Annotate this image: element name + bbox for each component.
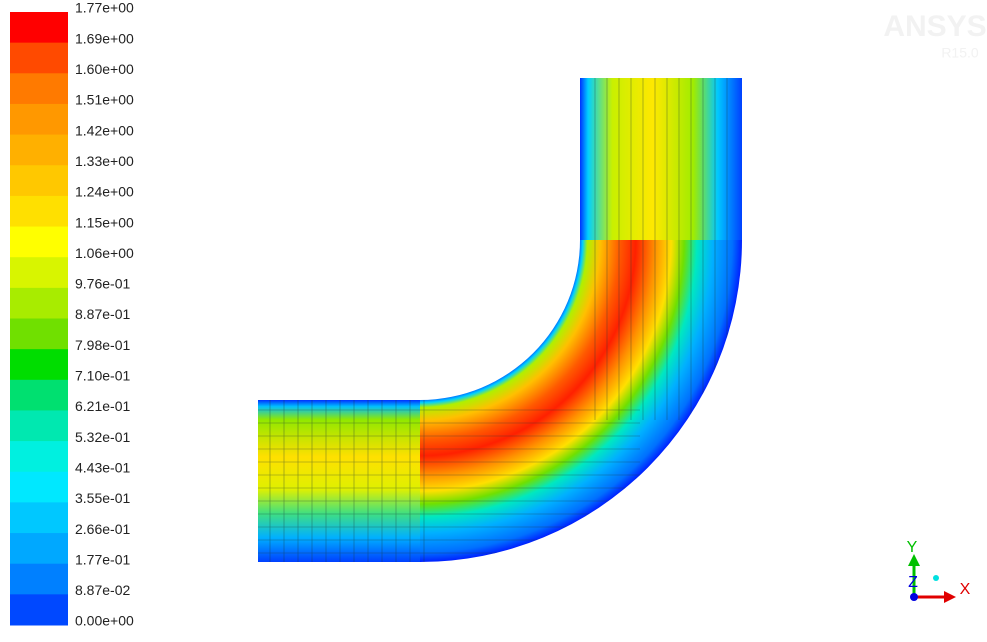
contour-plot <box>258 78 742 562</box>
legend-label: 1.69e+00 <box>75 30 134 46</box>
legend-swatch <box>10 43 68 74</box>
legend-swatch <box>10 104 68 135</box>
legend-label: 1.51e+00 <box>75 92 134 108</box>
legend-label: 1.77e-01 <box>75 551 130 567</box>
legend-swatch <box>10 12 68 43</box>
legend-swatch <box>10 349 68 380</box>
logo-name: ANSYS <box>883 10 986 43</box>
legend-label: 3.55e-01 <box>75 490 130 506</box>
legend-swatch <box>10 288 68 319</box>
legend-label: 1.77e+00 <box>75 0 134 16</box>
legend-swatch <box>10 257 68 288</box>
legend-swatch <box>10 410 68 441</box>
triad-y: Y <box>907 539 918 556</box>
legend-label: 1.06e+00 <box>75 245 134 261</box>
legend-label: 4.43e-01 <box>75 459 130 475</box>
legend-label: 1.24e+00 <box>75 184 134 200</box>
legend-label: 1.60e+00 <box>75 61 134 77</box>
legend-swatch <box>10 594 68 625</box>
logo-version: R15.0 <box>941 45 979 61</box>
axis-triad: Y Z X <box>907 539 971 603</box>
triad-z: Z <box>908 574 918 591</box>
legend-label: 7.98e-01 <box>75 337 130 353</box>
triad-x: X <box>960 581 971 598</box>
legend-swatch <box>10 165 68 196</box>
legend-label: 0.00e+00 <box>75 613 134 629</box>
legend-label: 6.21e-01 <box>75 398 130 414</box>
viewport: ANSYS R15.0 Y Z X 1.77e+00 1.69e+00 1.60e+… <box>0 0 987 637</box>
legend-label: 2.66e-01 <box>75 521 130 537</box>
legend-label: 1.33e+00 <box>75 153 134 169</box>
color-legend: 1.77e+00 1.69e+00 1.60e+00 1.51e+00 1.42e+00… <box>10 0 134 629</box>
legend-label: 8.87e-01 <box>75 306 130 322</box>
legend-swatch <box>10 73 68 104</box>
legend-label: 9.76e-01 <box>75 276 130 292</box>
legend-label: 7.10e-01 <box>75 368 130 384</box>
legend-label: 8.87e-02 <box>75 582 130 598</box>
legend-label: 5.32e-01 <box>75 429 130 445</box>
legend-swatch <box>10 564 68 595</box>
legend-swatch <box>10 533 68 564</box>
legend-label: 1.15e+00 <box>75 214 134 230</box>
legend-swatch <box>10 196 68 227</box>
legend-swatch <box>10 227 68 258</box>
legend-swatch <box>10 472 68 503</box>
legend-swatch <box>10 502 68 533</box>
legend-swatch <box>10 441 68 472</box>
legend-swatch <box>10 135 68 166</box>
legend-swatch <box>10 319 68 350</box>
legend-swatch <box>10 380 68 411</box>
legend-label: 1.42e+00 <box>75 122 134 138</box>
